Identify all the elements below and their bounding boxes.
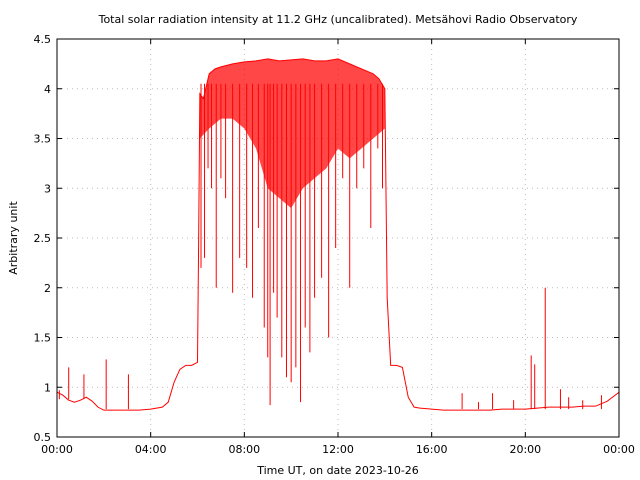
y-tick-label: 4.5 [34,33,52,46]
x-tick-label: 04:00 [135,443,167,456]
ticks-layer [56,38,620,438]
y-tick-label: 4 [44,83,51,96]
daytime-fill [199,58,385,209]
series-layer [56,58,620,411]
y-tick-label: 1.5 [34,332,52,345]
y-axis-label: Arbitrary unit [7,201,20,275]
chart-title: Total solar radiation intensity at 11.2 … [98,13,578,26]
y-tick-label: 2.5 [34,232,52,245]
x-tick-label: 08:00 [228,443,260,456]
spikes-layer [58,287,602,410]
x-axis-label: Time UT, on date 2023-10-26 [256,464,419,477]
dips-layer [200,83,383,406]
y-tick-label: 3 [44,182,51,195]
x-tick-label: 12:00 [322,443,354,456]
y-tick-label: 1 [44,381,51,394]
x-tick-label: 00:00 [41,443,73,456]
x-tick-label: 20:00 [509,443,541,456]
x-tick-labels: 00:00 04:00 08:00 12:00 16:00 20:00 00:00 [41,443,635,456]
y-tick-label: 2 [44,282,51,295]
series-line [56,58,620,411]
y-tick-label: 0.5 [34,431,52,444]
x-tick-label: 16:00 [416,443,448,456]
x-tick-label: 00:00 [603,443,635,456]
y-tick-label: 3.5 [34,133,52,146]
daytime-band [199,58,385,209]
y-tick-labels: 0.5 1 1.5 2 2.5 3 3.5 4 4.5 [34,33,52,444]
